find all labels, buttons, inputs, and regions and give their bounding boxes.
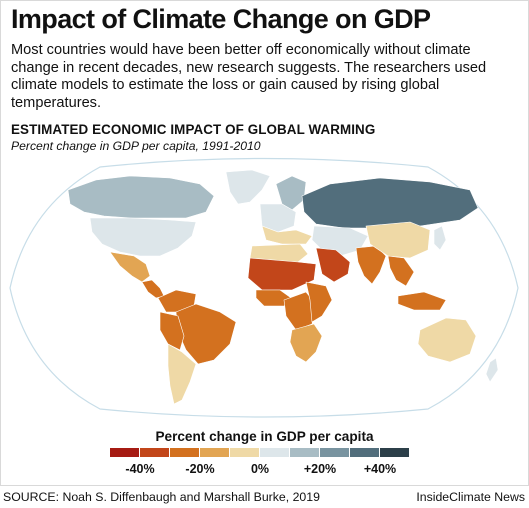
region-indonesia <box>397 291 447 311</box>
legend-title: Percent change in GDP per capita <box>155 429 374 444</box>
region-japan <box>433 225 447 251</box>
world-map <box>9 157 519 418</box>
region-central-africa <box>283 291 317 331</box>
region-southern-africa <box>289 323 323 363</box>
legend-swatch <box>170 448 199 457</box>
region-central-asia <box>311 225 369 257</box>
lede-text: Most countries would have been better of… <box>11 42 487 111</box>
region-china <box>365 221 431 259</box>
legend-swatch <box>290 448 319 457</box>
region-sahel <box>247 257 317 291</box>
region-peru-bolivia <box>159 311 185 351</box>
source-note: SOURCE: Noah S. Diffenbaugh and Marshall… <box>3 490 320 504</box>
region-australia <box>417 317 477 363</box>
legend-tick-label: +40% <box>363 462 397 476</box>
legend-swatch <box>200 448 229 457</box>
region-arabian-peninsula <box>315 247 351 283</box>
legend-color-scale <box>110 448 410 457</box>
region-greenland <box>225 169 271 205</box>
region-southern-europe <box>261 225 313 245</box>
map-heading: ESTIMATED ECONOMIC IMPACT OF GLOBAL WARM… <box>11 122 376 137</box>
legend-swatch <box>230 448 259 457</box>
region-mexico <box>109 251 151 283</box>
region-southeast-asia <box>387 255 415 287</box>
region-canada <box>67 175 215 219</box>
legend-tick-label: +20% <box>303 462 337 476</box>
legend-tick-label: -20% <box>185 462 215 476</box>
map-subheading: Percent change in GDP per capita, 1991-2… <box>11 139 261 153</box>
region-united-states <box>89 217 197 257</box>
region-new-zealand <box>485 357 499 383</box>
legend-swatch <box>260 448 289 457</box>
legend-tick-label: -40% <box>125 462 155 476</box>
region-east-africa <box>305 281 333 323</box>
legend-swatch <box>380 448 409 457</box>
page-title: Impact of Climate Change on GDP <box>11 4 431 34</box>
legend-swatch <box>140 448 169 457</box>
legend-swatch <box>110 448 139 457</box>
legend-swatch <box>350 448 379 457</box>
legend-tick-label: 0% <box>250 462 270 476</box>
region-southern-cone <box>167 343 197 405</box>
legend-swatch <box>320 448 349 457</box>
publisher-credit: InsideClimate News <box>416 490 525 504</box>
region-russia <box>301 177 479 229</box>
